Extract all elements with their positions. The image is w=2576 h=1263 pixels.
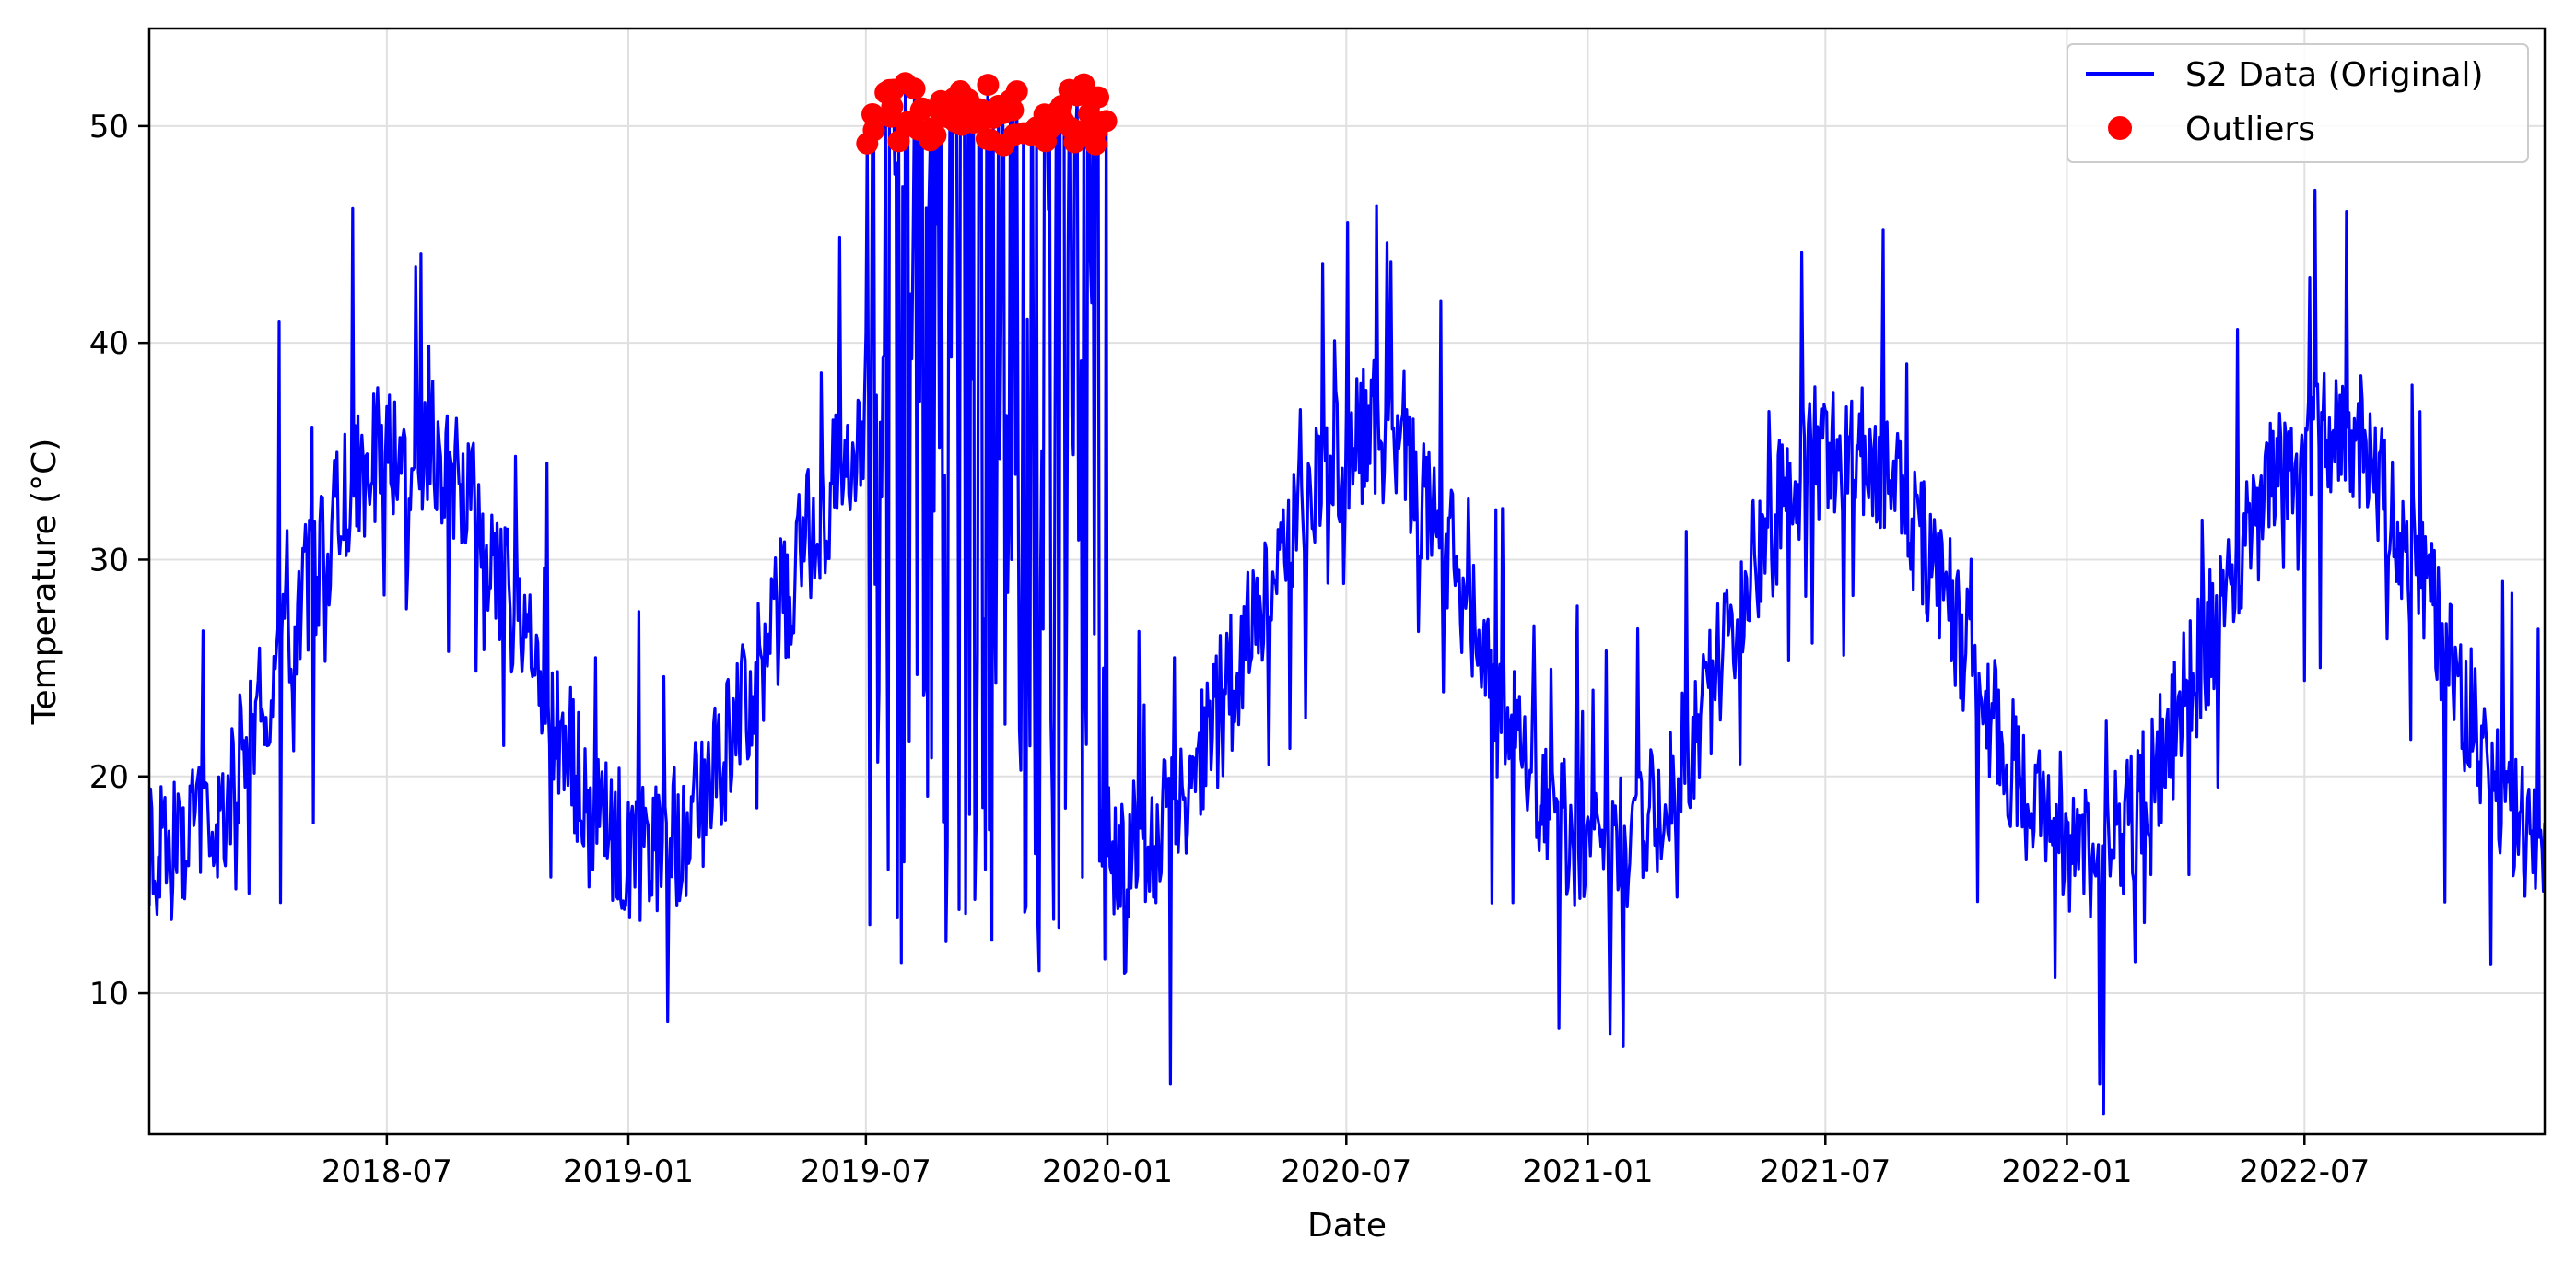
x-tick-label: 2018-07 (322, 1153, 452, 1190)
outlier-point (924, 124, 947, 146)
x-tick-label: 2021-07 (1760, 1153, 1891, 1190)
legend: S2 Data (Original) Outliers (2067, 43, 2529, 163)
legend-box (2067, 43, 2529, 163)
outlier-point (881, 95, 904, 118)
axis-ticks: 2018-07 2019-01 2019-07 2020-01 2020-07 2021-… (89, 109, 2371, 1190)
x-tick-label: 2021-01 (1522, 1153, 1653, 1190)
outlier-point (861, 103, 884, 125)
legend-label-outliers: Outliers (2185, 111, 2315, 148)
outlier-point (1001, 99, 1025, 122)
x-axis-title: Date (1307, 1207, 1387, 1245)
y-tick-label: 40 (89, 325, 129, 362)
outlier-point (1095, 110, 1118, 133)
y-tick-label: 50 (89, 109, 129, 146)
x-tick-label: 2020-07 (1281, 1153, 1411, 1190)
series-line-s2-data (149, 81, 2545, 1116)
outlier-point (862, 119, 885, 142)
y-tick-label: 10 (89, 976, 129, 1012)
x-tick-label: 2019-07 (801, 1153, 931, 1190)
x-tick-label: 2022-01 (2001, 1153, 2132, 1190)
outlier-point (977, 74, 1000, 97)
x-tick-label: 2019-01 (563, 1153, 694, 1190)
series-layer (149, 81, 2545, 1116)
x-tick-label: 2022-07 (2239, 1153, 2370, 1190)
x-tick-label: 2020-01 (1042, 1153, 1173, 1190)
y-tick-label: 20 (89, 759, 129, 796)
outlier-point (1005, 80, 1028, 103)
outlier-point (903, 77, 926, 100)
legend-label-series: S2 Data (Original) (2185, 56, 2484, 94)
y-axis-title: Temperature (°C) (26, 439, 64, 726)
legend-marker-swatch (2108, 116, 2132, 140)
outlier-point (1087, 86, 1109, 109)
outlier-point (911, 97, 934, 120)
y-tick-label: 30 (89, 542, 129, 579)
outlier-layer (856, 72, 1118, 157)
